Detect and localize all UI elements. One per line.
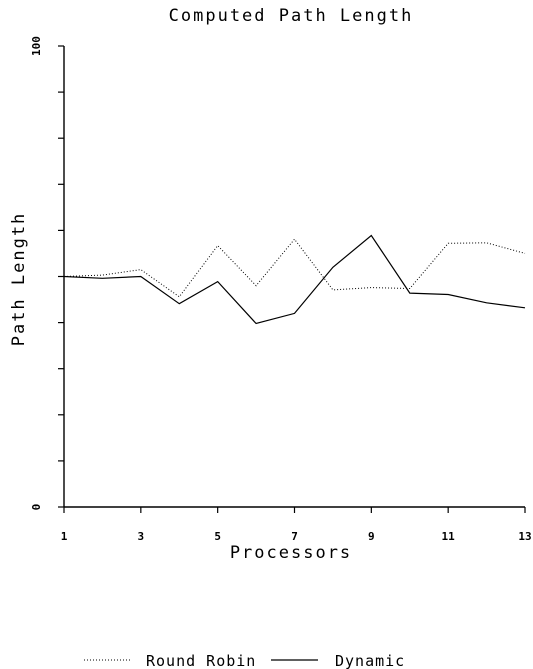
- legend-dynamic-label: Dynamic: [335, 652, 405, 669]
- series-layer: [63, 234, 526, 325]
- x-tick-label-7: 7: [291, 530, 298, 543]
- y-tick-label-100: 100: [30, 36, 43, 56]
- x-tick-label-3: 3: [138, 530, 145, 543]
- x-tick-label-13: 13: [518, 530, 531, 543]
- x-axis-ticks: 1 3 5 7 9 11 13: [61, 507, 532, 543]
- y-axis-label: Path Length: [9, 212, 29, 347]
- series-line-dynamic: [63, 234, 526, 325]
- x-axis-label: Processors: [230, 543, 352, 563]
- series-line-round-robin: [63, 238, 526, 298]
- chart-title: Computed Path Length: [169, 6, 414, 26]
- x-tick-label-1: 1: [61, 530, 68, 543]
- legend: Round Robin Dynamic: [84, 652, 405, 669]
- y-tick-label-0: 0: [30, 504, 43, 511]
- x-tick-label-9: 9: [368, 530, 375, 543]
- y-axis-ticks: [58, 45, 64, 508]
- x-tick-label-11: 11: [442, 530, 456, 543]
- x-tick-label-5: 5: [214, 530, 221, 543]
- legend-round-robin-label: Round Robin: [146, 652, 256, 669]
